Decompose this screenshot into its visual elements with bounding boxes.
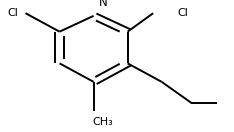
Text: CH₃: CH₃	[93, 117, 113, 128]
Text: N: N	[99, 0, 107, 9]
Text: Cl: Cl	[178, 8, 189, 18]
Text: Cl: Cl	[8, 8, 19, 18]
